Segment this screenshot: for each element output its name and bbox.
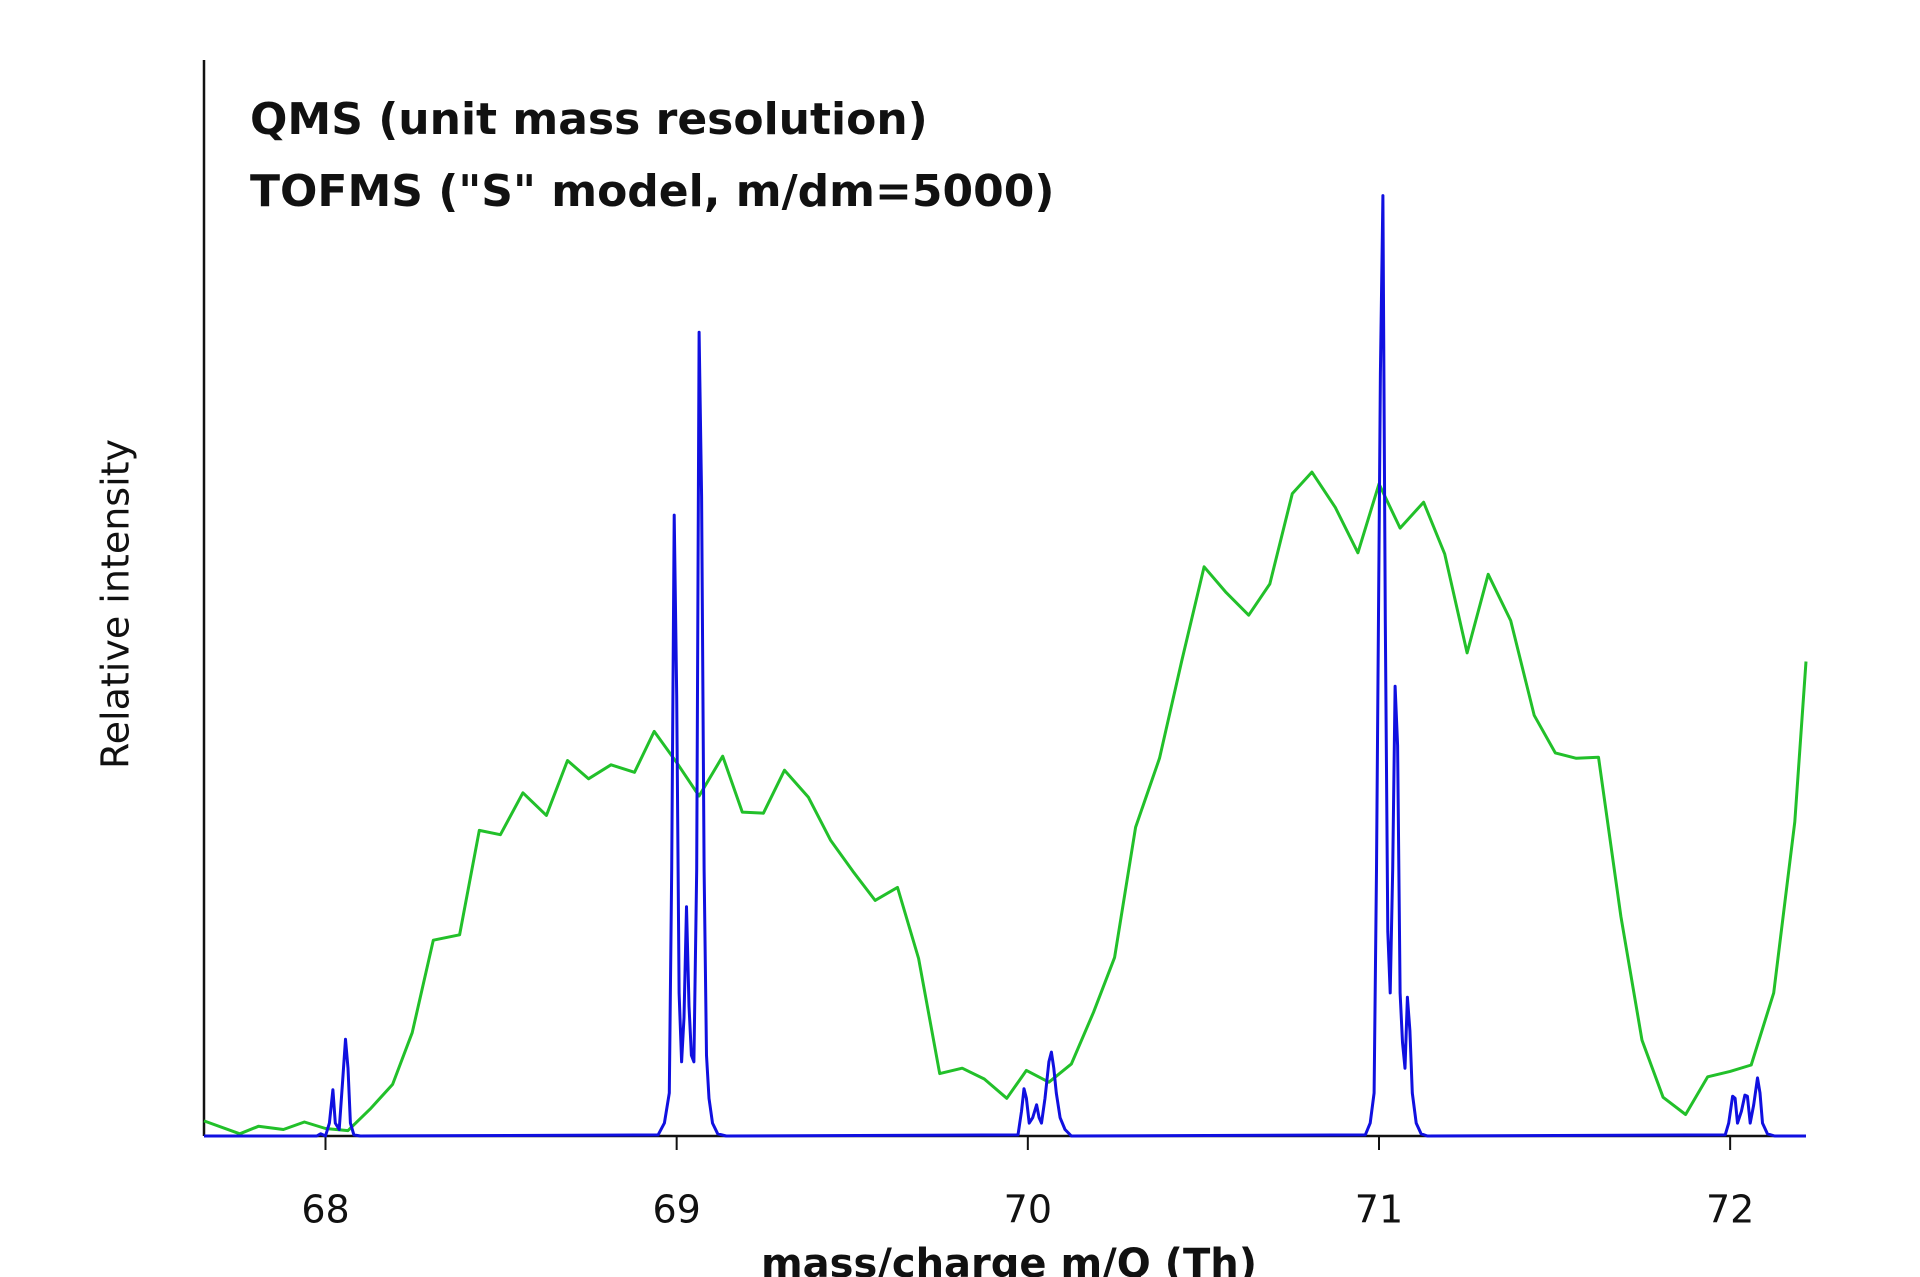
x-tick-label: 70 <box>1004 1188 1052 1232</box>
x-tick-label: 69 <box>652 1188 700 1232</box>
x-axis-label: mass/charge m/Q (Th) <box>761 1241 1257 1277</box>
series-line <box>204 194 1806 1138</box>
legend-entry: QMS (unit mass resolution) <box>250 94 928 145</box>
x-tick-label: 68 <box>301 1188 349 1232</box>
x-tick-label: 71 <box>1355 1188 1403 1232</box>
legend-entry: TOFMS ("S" model, m/dm=5000) <box>250 166 1054 217</box>
x-tick-label: 72 <box>1706 1188 1754 1232</box>
series-line <box>203 470 1808 1136</box>
y-axis-label: Relative intensity <box>94 439 138 769</box>
